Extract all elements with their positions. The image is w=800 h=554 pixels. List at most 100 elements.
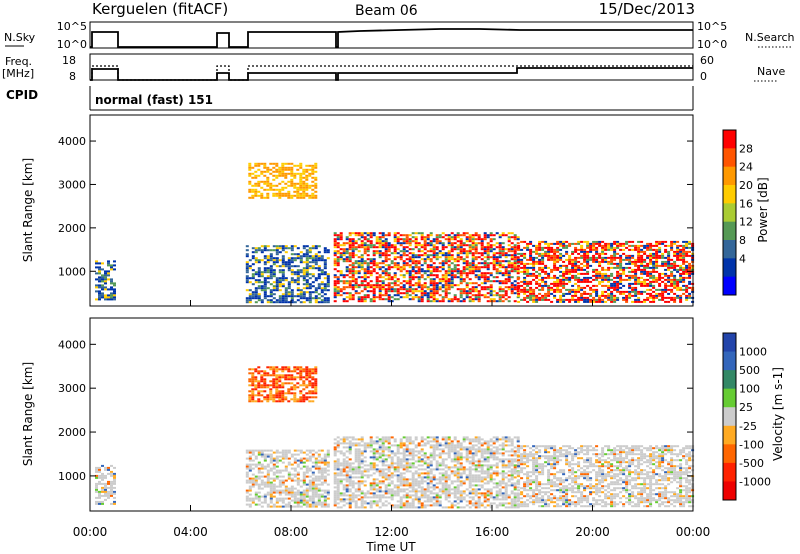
colorbar-swatch (723, 276, 736, 296)
colorbar-frame (722, 129, 737, 296)
time-axis-ticks: 00:00 04:00 08:00 12:00 16:00 20:00 00:00 (73, 300, 711, 539)
y-tick-label: 2000 (58, 426, 86, 439)
colorbar-swatch (723, 148, 736, 168)
colorbar-swatch (723, 425, 736, 445)
colorbar-tick-label: 24 (739, 161, 753, 174)
nsearch-label: N.Search (745, 31, 795, 44)
colorbar-tick-label: -500 (739, 457, 764, 470)
nsearch-tick-top: 10^5 (697, 20, 727, 33)
freq-tick-bottom: 8 (69, 70, 76, 83)
echo-region (517, 445, 695, 508)
nsearch-tick-bottom: 10^0 (697, 38, 727, 51)
colorbar-swatch (723, 185, 736, 204)
colorbar-swatch (723, 481, 736, 501)
colorbar-swatch (723, 370, 736, 390)
freq-tick-top: 18 (62, 54, 76, 67)
colorbar-tick-label: 8 (739, 234, 746, 247)
nave-tick-bottom: 0 (700, 70, 707, 83)
colorbar-swatch (723, 407, 736, 427)
colorbar-swatch (723, 166, 736, 186)
beam-title: Beam 06 (355, 3, 418, 19)
colorbar-swatch (723, 351, 736, 371)
x-tick-label: 00:00 (73, 525, 108, 539)
x-tick-label: 16:00 (475, 525, 510, 539)
colorbar-tick-label: -1000 (739, 475, 771, 488)
x-tick-label: 08:00 (274, 525, 309, 539)
colorbar-swatch (723, 130, 736, 149)
colorbar-swatch (723, 221, 736, 241)
freq-trace (90, 67, 693, 81)
colorbar-tick-label: 1000 (739, 346, 767, 359)
power-colorbar: 28 24 20 16 12 8 4 (722, 129, 753, 296)
colorbar-tick-label: 100 (739, 383, 760, 396)
colorbar-swatch (723, 240, 736, 259)
colorbar-tick-label: 12 (739, 216, 753, 229)
freq-frame (89, 53, 694, 81)
velocity-panel: 1000 2000 3000 4000 Slant Range [km] 1000 50… (21, 317, 785, 512)
echo-region (245, 449, 330, 508)
time-axis-label: Time UT (365, 540, 416, 554)
x-tick-label: 04:00 (173, 525, 208, 539)
cpid-label: CPID (6, 88, 38, 102)
date-title: 15/Dec/2013 (599, 0, 695, 18)
nsky-tick-top: 10^5 (57, 20, 87, 33)
colorbar-tick-label: 500 (739, 364, 760, 377)
velocity-colorbar: 1000 500 100 25 -25 -100 -500 -1000 (722, 332, 771, 501)
y-tick-label: 1000 (58, 265, 86, 278)
y-tick-label: 1000 (58, 470, 86, 483)
colorbar-swatch (723, 444, 736, 464)
y-tick-label: 3000 (58, 178, 86, 191)
freq-strip: Freq. [MHz] 18 8 60 0 Nave (2, 53, 785, 83)
colorbar-tick-label: 25 (739, 401, 753, 414)
velocity-echoes (95, 366, 695, 509)
colorbar-swatch (723, 333, 736, 353)
nave-label: Nave (757, 65, 785, 78)
power-panel: 1000 2000 3000 4000 Slant Range [km] 28 24 20… (21, 114, 770, 307)
x-tick-label: 20:00 (575, 525, 610, 539)
colorbar-swatch (723, 258, 736, 278)
y-tick-label: 3000 (58, 382, 86, 395)
freq-unit: [MHz] (2, 67, 34, 80)
echo-region (333, 436, 520, 509)
y-tick-label: 4000 (58, 338, 86, 351)
echo-region (95, 260, 116, 301)
x-tick-label: 12:00 (374, 525, 409, 539)
nsky-frame (89, 21, 694, 49)
y-tick-label: 2000 (58, 222, 86, 235)
echo-region (333, 232, 520, 303)
nsky-label: N.Sky (4, 31, 36, 44)
colorbar-swatch (723, 388, 736, 408)
velocity-y-axis-label: Slant Range [km] (21, 362, 35, 466)
colorbar-tick-label: 20 (739, 179, 753, 192)
colorbar-frame (722, 332, 737, 501)
nsky-strip: N.Sky 10^5 10^0 10^5 10^0 N.Search (4, 20, 795, 51)
nsky-trace (90, 28, 693, 48)
freq-label: Freq. (5, 55, 32, 68)
echo-region (245, 245, 330, 304)
cpid-strip: CPID normal (fast) 151 (6, 86, 694, 111)
echo-region (517, 240, 695, 303)
power-y-ticks: 1000 2000 3000 4000 (58, 135, 693, 278)
colorbar-swatch (723, 203, 736, 223)
station-title: Kerguelen (fitACF) (92, 0, 228, 18)
velocity-colorbar-label: Velocity [m s-1] (771, 367, 785, 461)
colorbar-swatch (723, 462, 736, 482)
echo-region (248, 366, 318, 403)
nave-tick-top: 60 (700, 54, 714, 67)
cpid-value: normal (fast) 151 (95, 93, 213, 107)
velocity-y-ticks: 1000 2000 3000 4000 (58, 338, 693, 483)
colorbar-tick-label: 28 (739, 142, 753, 155)
colorbar-tick-label: 4 (739, 252, 746, 265)
colorbar-tick-label: 16 (739, 197, 753, 210)
colorbar-tick-label: -25 (739, 420, 757, 433)
x-tick-label: 00:00 (676, 525, 711, 539)
y-tick-label: 4000 (58, 135, 86, 148)
echo-region (248, 162, 318, 199)
echo-region (95, 464, 116, 505)
power-echoes (95, 162, 695, 304)
power-y-axis-label: Slant Range [km] (21, 158, 35, 262)
colorbar-tick-label: -100 (739, 438, 764, 451)
power-colorbar-label: Power [dB] (756, 177, 770, 242)
nsky-tick-bottom: 10^0 (57, 38, 87, 51)
